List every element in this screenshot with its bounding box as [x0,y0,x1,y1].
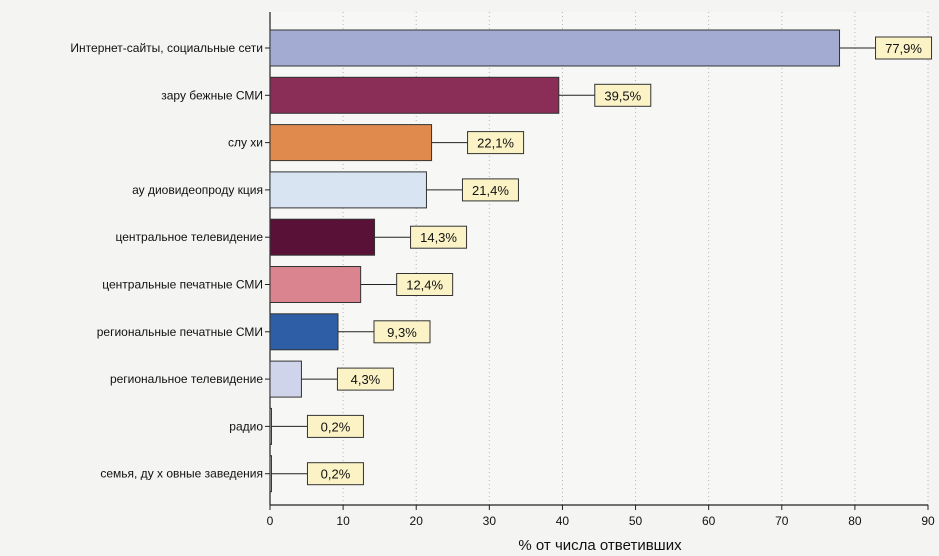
value-label-box [461,178,519,202]
value-label-box [410,225,468,249]
value-label: 0,2% [321,419,351,434]
value-label: 14,3% [420,230,457,245]
x-tick-label-10: 10 [336,514,350,528]
bar [269,360,302,398]
value-label: 21,4% [472,183,509,198]
category-label: региональное телевидение [110,372,263,386]
x-tick-label-20: 20 [410,514,424,528]
value-label: 22,1% [477,136,514,151]
x-tick-label-70: 70 [775,514,789,528]
x-tick-label-80: 80 [848,514,862,528]
category-label: центральное телевидение [115,230,263,244]
x-tick-label-40: 40 [556,514,570,528]
x-tick-label-90: 90 [921,514,935,528]
value-label: 12,4% [406,278,443,293]
category-label: центральные печатные СМИ [102,278,263,292]
bars [269,29,841,493]
value-label-box [373,320,431,344]
value-label: 39,5% [604,88,641,103]
value-label-box [396,273,454,296]
labels: Интернет-сайты, социальные сети 77,9% зару… [70,36,933,486]
value-label: 4,3% [351,372,381,387]
bar [269,76,560,114]
category-label: радио [229,419,263,433]
value-label-box [306,462,364,486]
bar [269,218,376,256]
value-label: 0,2% [321,467,351,482]
value-label-box [875,36,933,60]
category-label: слу хи [228,136,263,150]
bar [269,455,272,493]
category-label: региональные печатные СМИ [97,325,263,339]
category-label: семья, ду х овные заведения [100,467,263,481]
bar [269,266,362,303]
x-axis-title: % от числа ответивших [518,537,682,554]
value-label: 77,9% [885,41,922,56]
bar [269,313,339,351]
category-label: Интернет-сайты, социальные сети [70,41,263,55]
x-tick-label-30: 30 [483,514,497,528]
x-tick-label-60: 60 [702,514,716,528]
value-label-box [336,367,394,391]
value-label-box [594,83,652,107]
bar [269,29,841,67]
axes: 0 10 20 30 40 50 60 70 80 90 [265,12,935,528]
value-label-box [467,131,525,155]
x-tick-label-50: 50 [629,514,643,528]
bar [269,407,272,445]
bar [269,124,433,162]
category-label: зару бежные СМИ [161,88,263,102]
value-label: 9,3% [387,325,417,340]
bar [269,171,427,209]
category-label: ау диовидеопроду кция [132,183,263,197]
x-tick-label-0: 0 [267,514,274,528]
value-label-box [306,414,364,438]
